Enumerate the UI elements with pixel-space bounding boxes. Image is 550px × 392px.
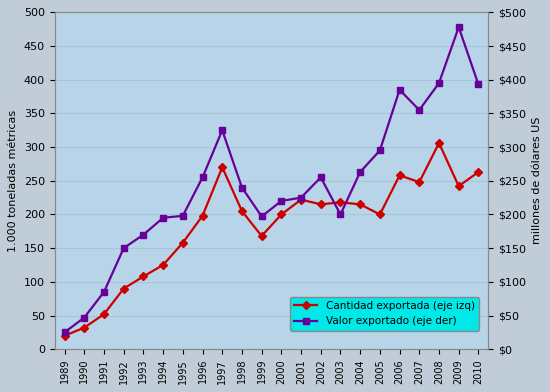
Legend: Cantidad exportada (eje izq), Valor exportado (eje der): Cantidad exportada (eje izq), Valor expo… [290, 297, 478, 330]
Y-axis label: millones de dólares US: millones de dólares US [532, 117, 542, 245]
Y-axis label: 1.000 toneladas métricas: 1.000 toneladas métricas [8, 110, 18, 252]
